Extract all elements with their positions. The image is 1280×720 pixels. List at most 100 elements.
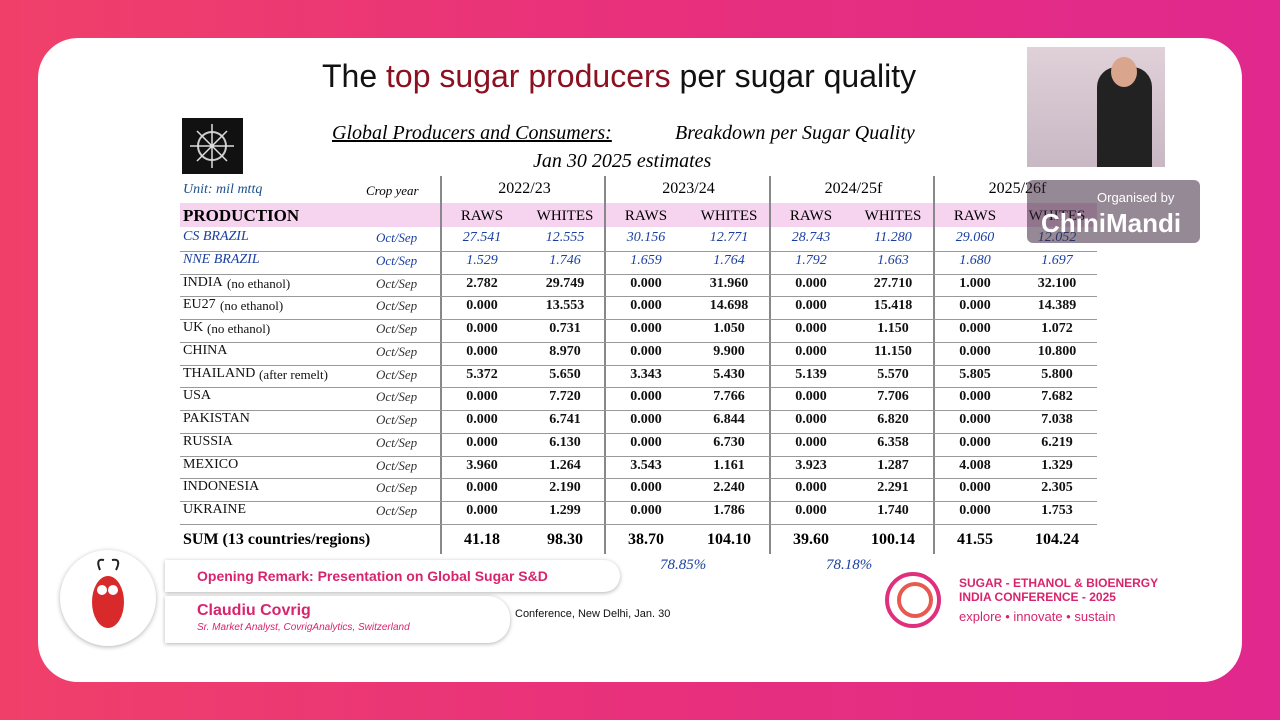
video-inset — [1027, 47, 1165, 167]
organiser-box: Organised by ChiniMandi — [1027, 180, 1200, 243]
mascot — [92, 558, 124, 628]
cell: 0.000 — [630, 412, 662, 427]
cell: 0.000 — [630, 434, 662, 450]
cell: 27.710 — [873, 275, 913, 291]
title-end: per sugar quality — [679, 58, 917, 94]
cell: 30.156 — [626, 230, 666, 245]
cell: 0.000 — [795, 412, 827, 427]
row-season: Oct/Sep — [376, 321, 418, 336]
row-season: Oct/Sep — [376, 298, 418, 314]
cell: 1.697 — [1041, 252, 1073, 268]
mascot-logo — [60, 550, 156, 646]
cell: 1.161 — [713, 457, 745, 473]
cell: 0.000 — [466, 480, 498, 496]
row-note: (no ethanol) — [207, 321, 271, 336]
tagline: explore • innovate • sustain — [959, 609, 1116, 624]
year-header: 2022/23 — [498, 180, 551, 197]
row-season: Oct/Sep — [376, 389, 418, 405]
sum-cell: 38.70 — [628, 530, 664, 548]
cell: 1.680 — [959, 252, 991, 268]
crop-year: Crop year — [366, 183, 419, 198]
cell: 5.805 — [959, 366, 991, 382]
row-name: INDIA — [183, 274, 223, 290]
row-season: Oct/Sep — [376, 275, 418, 291]
cell: 3.960 — [466, 457, 498, 473]
heading: Global Producers and Consumers: — [332, 122, 612, 144]
row-line — [180, 432, 1097, 434]
row-season: Oct/Sep — [376, 252, 418, 268]
cell: 0.000 — [466, 389, 498, 405]
cell: 1.659 — [630, 252, 662, 268]
cell: 0.000 — [959, 434, 991, 450]
subhead: RAWS — [460, 208, 504, 224]
cell: 0.000 — [466, 503, 498, 518]
cell: 0.000 — [630, 480, 662, 496]
cell: 0.000 — [959, 389, 991, 405]
cell: 1.000 — [959, 275, 991, 291]
cell: 0.000 — [630, 321, 662, 336]
cell: 0.000 — [630, 503, 662, 518]
organiser-name: ChiniMandi — [1041, 208, 1182, 238]
sum-cell: 100.14 — [871, 530, 915, 548]
row-season: Oct/Sep — [376, 434, 418, 450]
speaker-name: Claudiu Covrig — [197, 602, 311, 619]
cell: 1.529 — [466, 252, 498, 268]
row-line — [180, 296, 1097, 298]
row-name: INDONESIA — [183, 479, 260, 495]
row-name: NNE BRAZIL — [183, 251, 260, 267]
row-name: RUSSIA — [183, 433, 233, 449]
sum-cell: 104.10 — [707, 530, 751, 548]
row-line — [180, 273, 1097, 275]
cell: 31.960 — [709, 275, 749, 291]
cell: 7.706 — [877, 389, 909, 405]
cell: 3.543 — [630, 457, 662, 473]
subhead: WHITES — [536, 208, 594, 224]
organised-label: Organised by — [1097, 190, 1175, 205]
cell: 8.970 — [549, 343, 581, 359]
cell: 3.923 — [795, 457, 827, 473]
subhead: RAWS — [953, 208, 997, 224]
cell: 29.060 — [955, 230, 995, 245]
cell: 0.000 — [795, 389, 827, 405]
row-note: (no ethanol) — [220, 298, 284, 314]
cell: 0.000 — [959, 298, 991, 314]
cell: 0.000 — [630, 389, 662, 405]
logo — [182, 118, 243, 174]
cell: 0.000 — [466, 343, 498, 359]
cell: 11.150 — [874, 343, 912, 359]
name-banner: Claudiu Covrig Sr. Market Analyst, Covri… — [165, 596, 510, 643]
cell: 1.329 — [1041, 457, 1073, 473]
cell: 0.000 — [466, 412, 498, 427]
cell: 2.190 — [549, 480, 581, 496]
cell: 14.389 — [1037, 298, 1077, 314]
cell: 0.000 — [466, 321, 498, 336]
row-name: MEXICO — [183, 456, 239, 472]
row-note: (after remelt) — [259, 366, 328, 382]
row-line — [180, 501, 1097, 502]
year-header: 2024/25f — [824, 180, 883, 197]
subhead: WHITES — [700, 208, 758, 224]
row-line — [180, 478, 1097, 480]
row-name: PAKISTAN — [183, 411, 250, 426]
sum-cell: 39.60 — [793, 530, 829, 548]
production-band — [180, 203, 1097, 227]
cell: 2.291 — [877, 480, 909, 496]
cell: 0.000 — [959, 343, 991, 359]
cell: 6.741 — [549, 412, 581, 427]
cell: 13.553 — [545, 298, 585, 314]
cell: 1.050 — [713, 321, 745, 336]
slide-title: The top sugar producers per sugar qualit… — [322, 58, 916, 95]
cell: 2.240 — [713, 480, 745, 496]
row-season: Oct/Sep — [376, 366, 418, 382]
title-highlight: top sugar producers — [386, 58, 671, 94]
cell: 1.740 — [877, 503, 909, 518]
slide — [113, 45, 1165, 635]
title-start: The — [322, 58, 378, 94]
cell: 0.000 — [795, 321, 827, 336]
cell: 5.800 — [1041, 366, 1073, 382]
cell: 5.139 — [795, 366, 827, 382]
cell: 12.771 — [709, 230, 749, 245]
conference-icon — [885, 572, 941, 628]
cell: 2.305 — [1041, 480, 1073, 496]
